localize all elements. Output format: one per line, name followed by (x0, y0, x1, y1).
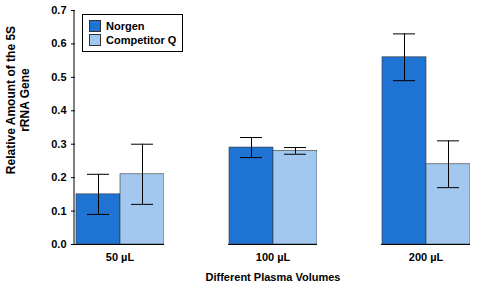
html-text:rRNA Gene: rRNA Gene (18, 68, 32, 132)
svg-text:Different Plasma Volumes: Different Plasma Volumes (206, 271, 341, 283)
svg-text:0.0: 0.0 (51, 238, 66, 250)
svg-text:0.3: 0.3 (51, 138, 66, 150)
svg-text:0.6: 0.6 (51, 37, 66, 49)
svg-text:0.7: 0.7 (51, 4, 66, 16)
html-text:Competitor Q: Competitor Q (106, 34, 177, 46)
svg-text:0.5: 0.5 (51, 71, 66, 83)
svg-text:200 µL: 200 µL (409, 251, 444, 263)
svg-text:50 µL: 50 µL (106, 251, 135, 263)
svg-text:0.2: 0.2 (51, 171, 66, 183)
svg-text:100 µL: 100 µL (256, 251, 291, 263)
svg-text:0.1: 0.1 (51, 205, 66, 217)
html-text:Relative Amount of the 5S: Relative Amount of the 5S (4, 25, 18, 175)
html-text:Norgen: Norgen (106, 20, 145, 32)
svg-text:0.4: 0.4 (51, 104, 67, 116)
